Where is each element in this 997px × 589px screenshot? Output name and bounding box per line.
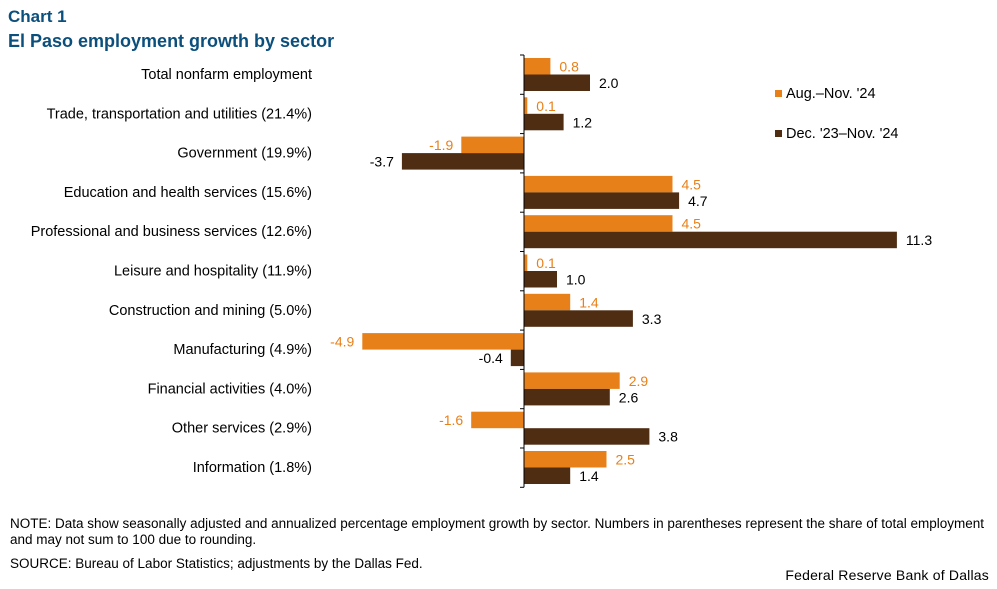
bar-series1 xyxy=(524,451,607,468)
bar-series1 xyxy=(524,58,551,75)
bar-series1 xyxy=(524,372,620,389)
legend-label-series1: Aug.–Nov. '24 xyxy=(786,86,876,102)
data-label-series2: 1.0 xyxy=(566,272,586,288)
category-label: Total nonfarm employment xyxy=(141,67,312,83)
data-label-series2: 4.7 xyxy=(688,193,708,209)
data-label-series1: 0.1 xyxy=(536,255,556,271)
legend-label-series2: Dec. '23–Nov. '24 xyxy=(786,126,898,142)
category-label: Education and health services (15.6%) xyxy=(64,185,312,201)
data-label-series2: -0.4 xyxy=(479,350,503,366)
bar-series1 xyxy=(471,411,524,429)
data-label-series1: 0.8 xyxy=(559,59,579,75)
data-label-series2: 3.8 xyxy=(658,429,678,445)
legend-swatch-series1 xyxy=(775,90,782,97)
data-label-series1: 0.1 xyxy=(536,98,556,114)
data-label-series1: -4.9 xyxy=(330,334,354,350)
bar-series1 xyxy=(524,293,571,311)
bar-series1 xyxy=(524,254,528,271)
data-label-series2: 2.0 xyxy=(599,75,619,91)
bar-series2 xyxy=(524,271,557,288)
data-label-series1: -1.9 xyxy=(429,137,453,153)
bar-series2 xyxy=(524,113,564,131)
bar-series2 xyxy=(510,349,524,367)
data-label-series1: 4.5 xyxy=(682,176,702,192)
category-label: Trade, transportation and utilities (21.… xyxy=(47,106,312,122)
data-label-series2: 1.2 xyxy=(573,114,593,130)
bar-series1 xyxy=(524,215,673,232)
category-label: Manufacturing (4.9%) xyxy=(173,342,312,358)
bar-series2 xyxy=(524,231,897,249)
category-label: Financial activities (4.0%) xyxy=(148,381,312,397)
bar-series1 xyxy=(362,333,524,350)
chart-source: SOURCE: Bureau of Labor Statistics; adju… xyxy=(10,556,423,571)
bar-series2 xyxy=(524,388,610,406)
legend-swatch-series2 xyxy=(775,130,782,137)
bar-series2 xyxy=(524,467,571,484)
data-label-series1: 2.9 xyxy=(629,373,649,389)
bar-series2 xyxy=(401,153,524,170)
category-label: Government (19.9%) xyxy=(177,146,312,162)
bar-series1 xyxy=(461,136,524,154)
category-label: Other services (2.9%) xyxy=(172,421,312,437)
chart-title: El Paso employment growth by sector xyxy=(8,31,335,51)
bar-series1 xyxy=(524,97,528,114)
category-label: Construction and mining (5.0%) xyxy=(109,303,312,319)
data-label-series2: 3.3 xyxy=(642,311,662,327)
category-label: Leisure and hospitality (11.9%) xyxy=(114,264,312,280)
publisher-credit: Federal Reserve Bank of Dallas xyxy=(785,567,989,583)
bar-chart: Total nonfarm employment 0.8 2.0 Trade, tra… xyxy=(31,54,932,488)
data-label-series2: 11.3 xyxy=(906,232,932,248)
data-label-series2: 2.6 xyxy=(619,389,639,405)
bar-series2 xyxy=(524,192,680,209)
bar-series2 xyxy=(524,310,633,327)
bar-series2 xyxy=(524,74,590,91)
chart-number: Chart 1 xyxy=(8,7,67,26)
data-label-series1: 1.4 xyxy=(579,294,599,310)
category-label: Professional and business services (12.6… xyxy=(31,224,312,240)
data-label-series1: 4.5 xyxy=(682,216,702,232)
data-label-series2: 1.4 xyxy=(579,468,599,484)
data-label-series2: -3.7 xyxy=(370,154,394,170)
data-label-series1: -1.6 xyxy=(439,412,463,428)
data-label-series1: 2.5 xyxy=(616,452,636,468)
chart-note: NOTE: Data show seasonally adjusted and … xyxy=(10,516,985,547)
bar-series1 xyxy=(524,175,673,193)
bar-series2 xyxy=(524,428,650,445)
category-label: Information (1.8%) xyxy=(193,460,312,476)
